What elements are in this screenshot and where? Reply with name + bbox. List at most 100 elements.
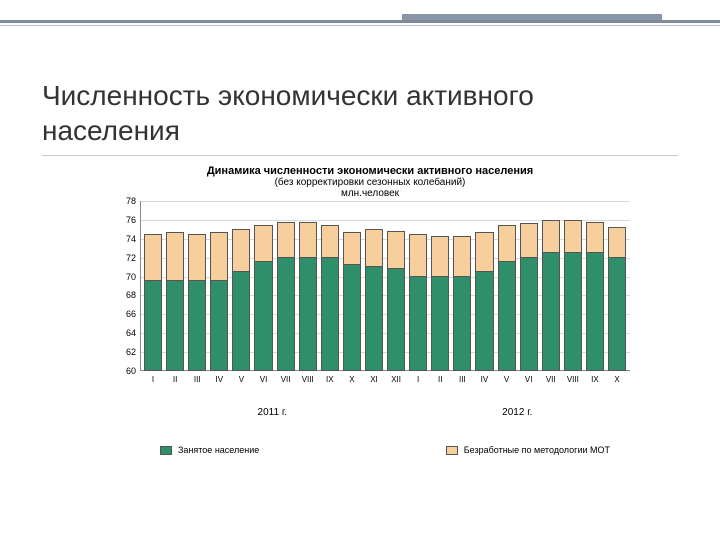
y-tick-label: 66: [110, 309, 136, 319]
bar-segment-employed: [586, 253, 604, 371]
bar-segment-unemployed: [542, 220, 560, 253]
bar-segment-employed: [387, 269, 405, 371]
bar: VI: [254, 201, 272, 371]
bar: III: [188, 201, 206, 371]
x-tick-label: IV: [481, 375, 489, 384]
x-tick-label: I: [417, 375, 419, 384]
x-tick-label: VIII: [567, 375, 579, 384]
x-tick-label: VII: [281, 375, 291, 384]
x-tick-label: IX: [326, 375, 334, 384]
chart-subtitle: (без корректировки сезонных колебаний): [110, 177, 630, 188]
bar-segment-unemployed: [608, 227, 626, 258]
bar-segment-employed: [343, 265, 361, 371]
bar: I: [144, 201, 162, 371]
x-tick-label: V: [504, 375, 509, 384]
bar-segment-employed: [365, 267, 383, 371]
heading-underline: [42, 155, 678, 156]
x-tick-label: IV: [216, 375, 224, 384]
bar-segment-employed: [166, 281, 184, 371]
x-tick-label: II: [173, 375, 177, 384]
bar-segment-employed: [321, 258, 339, 371]
x-group-label: 2011 г.: [258, 407, 288, 418]
x-tick-label: XI: [370, 375, 378, 384]
bar: III: [453, 201, 471, 371]
x-tick-label: X: [349, 375, 354, 384]
bar: IX: [321, 201, 339, 371]
x-tick-label: VI: [525, 375, 533, 384]
bar-segment-employed: [232, 272, 250, 371]
bar: VIII: [564, 201, 582, 371]
bar-segment-unemployed: [498, 225, 516, 263]
chart-units: млн.человек: [110, 188, 630, 199]
x-tick-label: V: [239, 375, 244, 384]
x-tick-label: VIII: [302, 375, 314, 384]
y-tick-label: 78: [110, 196, 136, 206]
bar-segment-employed: [277, 258, 295, 371]
y-tick-label: 74: [110, 234, 136, 244]
x-group-labels: 2011 г. 2012 г.: [140, 407, 630, 431]
bar: V: [232, 201, 250, 371]
bar-segment-unemployed: [409, 234, 427, 277]
bar-segment-employed: [144, 281, 162, 371]
bar: XI: [365, 201, 383, 371]
x-group-label: 2012 г.: [502, 407, 532, 418]
y-tick-label: 70: [110, 272, 136, 282]
bar-segment-unemployed: [564, 220, 582, 253]
bar: II: [431, 201, 449, 371]
bar: II: [166, 201, 184, 371]
bar-segment-unemployed: [365, 229, 383, 267]
bar-segment-unemployed: [188, 234, 206, 281]
bar-segment-unemployed: [254, 225, 272, 263]
bar-segment-employed: [520, 258, 538, 371]
legend-item: Занятое население: [160, 445, 259, 455]
bar: VII: [542, 201, 560, 371]
page-title: Численность экономически активного насел…: [42, 78, 662, 148]
bar-segment-employed: [564, 253, 582, 371]
x-tick-label: VI: [260, 375, 268, 384]
chart: Динамика численности экономически активн…: [110, 165, 630, 455]
bar-segment-employed: [542, 253, 560, 371]
bar-segment-unemployed: [321, 225, 339, 258]
y-tick-label: 68: [110, 290, 136, 300]
bar-segment-unemployed: [475, 232, 493, 272]
y-tick-label: 62: [110, 347, 136, 357]
x-tick-label: VII: [546, 375, 556, 384]
bar-segment-employed: [210, 281, 228, 371]
x-tick-label: X: [614, 375, 619, 384]
legend: Занятое население Безработные по методоло…: [140, 445, 630, 455]
bar-segment-unemployed: [586, 222, 604, 253]
slide: Численность экономически активного насел…: [0, 0, 720, 540]
legend-item: Безработные по методологии МОТ: [446, 445, 610, 455]
bar: I: [409, 201, 427, 371]
bar-segment-employed: [475, 272, 493, 371]
bar: VIII: [299, 201, 317, 371]
bar-segment-unemployed: [166, 232, 184, 281]
legend-swatch: [446, 446, 458, 455]
bar-segment-unemployed: [299, 222, 317, 258]
bar-segment-unemployed: [277, 222, 295, 258]
chart-title: Динамика численности экономически активн…: [110, 165, 630, 177]
bar-segment-unemployed: [520, 223, 538, 258]
legend-label: Занятое население: [178, 445, 259, 455]
bar-segment-unemployed: [387, 231, 405, 269]
bar: IV: [475, 201, 493, 371]
x-tick-label: III: [194, 375, 201, 384]
bar: XII: [387, 201, 405, 371]
y-tick-label: 60: [110, 366, 136, 376]
x-tick-label: I: [152, 375, 154, 384]
bar-segment-employed: [498, 262, 516, 371]
legend-swatch: [160, 446, 172, 455]
bar: VII: [277, 201, 295, 371]
bar: IX: [586, 201, 604, 371]
bar-segment-unemployed: [210, 232, 228, 281]
bar: V: [498, 201, 516, 371]
bar: X: [343, 201, 361, 371]
bar-segment-unemployed: [232, 229, 250, 272]
legend-label: Безработные по методологии МОТ: [464, 445, 610, 455]
bar-segment-employed: [409, 277, 427, 371]
x-tick-label: IX: [591, 375, 599, 384]
x-tick-label: II: [438, 375, 442, 384]
bar-segment-employed: [254, 262, 272, 371]
bar-segment-unemployed: [431, 236, 449, 277]
y-tick-label: 64: [110, 328, 136, 338]
